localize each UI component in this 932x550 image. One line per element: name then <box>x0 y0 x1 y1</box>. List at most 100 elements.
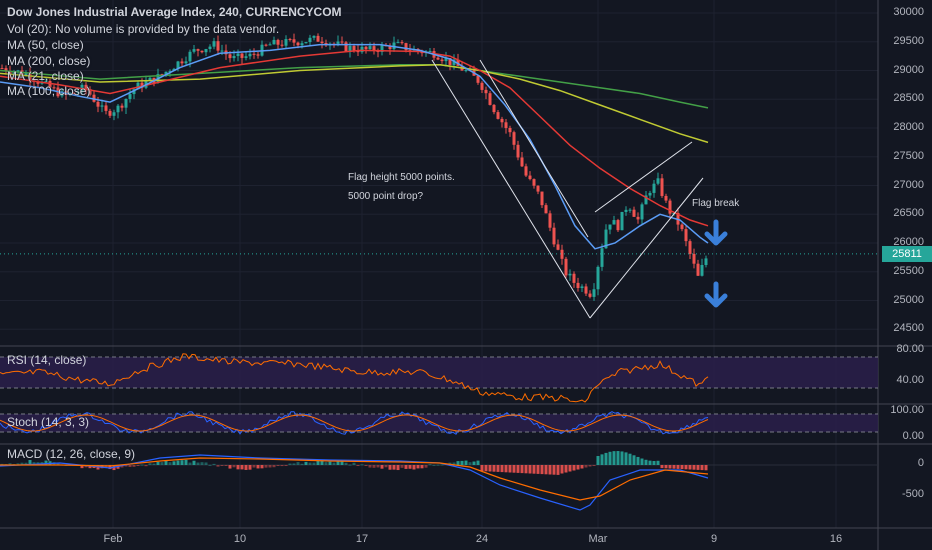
time-axis-label: 16 <box>829 533 843 545</box>
candle-body <box>596 266 600 290</box>
macd-histogram-bar <box>408 465 412 469</box>
candle-body <box>616 220 620 231</box>
macd-histogram-bar <box>580 465 584 469</box>
macd-histogram-bar <box>556 465 560 475</box>
candle-body <box>484 89 488 94</box>
ma50-legend[interactable]: MA (50, close) <box>7 38 84 52</box>
price-axis-label: 26500 <box>893 207 924 220</box>
macd-histogram-bar <box>536 465 540 474</box>
macd-histogram-bar <box>456 461 460 465</box>
flag-lower-trendline <box>589 177 704 319</box>
macd-histogram-bar <box>348 464 352 466</box>
macd-histogram-bar <box>276 465 280 466</box>
candle-body <box>72 92 76 94</box>
macd-histogram-bar <box>608 451 612 465</box>
macd-histogram-bar <box>472 461 476 465</box>
candle-body <box>52 87 56 89</box>
macd-histogram-bar <box>492 465 496 472</box>
macd-histogram-bar <box>696 465 700 470</box>
macd-histogram-bar <box>564 465 568 473</box>
candle-body <box>200 50 204 53</box>
candle-body <box>312 35 316 38</box>
candle-body <box>264 44 268 46</box>
macd-axis-label: 0 <box>917 457 924 469</box>
macd-histogram-bar <box>232 465 236 468</box>
macd-histogram-bar <box>404 465 408 469</box>
candle-body <box>108 110 112 116</box>
candle-body <box>100 105 104 107</box>
macd-signal-line <box>0 457 709 501</box>
candle-body <box>180 61 184 64</box>
macd-histogram-bar <box>376 465 380 468</box>
macd-histogram-bar <box>392 465 396 470</box>
candle-body <box>16 70 20 72</box>
macd-histogram-bar <box>176 460 180 465</box>
candle-body <box>464 70 468 72</box>
candle-body <box>368 46 372 50</box>
candle-body <box>648 192 652 196</box>
candle-body <box>88 89 92 95</box>
candle-body <box>544 205 548 214</box>
candle-body <box>288 39 292 41</box>
candle-body <box>612 220 616 225</box>
candle-body <box>292 39 296 43</box>
macd-histogram-bar <box>380 465 384 469</box>
rsi-axis-label: 80.00 <box>896 343 924 355</box>
candle-body <box>92 94 96 102</box>
candle-body <box>372 46 376 51</box>
ma100-legend[interactable]: MA (100, close) <box>7 84 91 98</box>
candle-body <box>104 105 108 111</box>
macd-histogram-bar <box>32 462 36 465</box>
candle-body <box>644 195 648 205</box>
ma21-legend[interactable]: MA (21, close) <box>7 69 84 83</box>
macd-histogram-bar <box>164 460 168 465</box>
macd-legend[interactable]: MACD (12, 26, close, 9) <box>7 447 136 461</box>
candle-body <box>404 43 408 51</box>
ma21-line <box>0 43 709 250</box>
candle-body <box>704 258 708 265</box>
macd-histogram-bar <box>180 460 184 465</box>
macd-histogram-bar <box>596 456 600 465</box>
macd-histogram-bar <box>196 462 200 465</box>
macd-histogram-bar <box>416 465 420 469</box>
macd-histogram-bar <box>188 462 192 465</box>
candle-body <box>28 73 32 81</box>
candle-body <box>524 166 528 176</box>
macd-histogram-bar <box>272 465 276 468</box>
macd-histogram-bar <box>648 460 652 465</box>
rsi-line <box>0 353 709 403</box>
candle-body <box>608 224 612 230</box>
candle-body <box>444 58 448 62</box>
candle-body <box>628 209 632 211</box>
macd-histogram-bar <box>204 462 208 465</box>
macd-histogram-bar <box>424 465 428 468</box>
macd-histogram-bar <box>172 461 176 465</box>
macd-histogram-bar <box>340 460 344 465</box>
macd-histogram-bar <box>484 465 488 472</box>
ma200-legend[interactable]: MA (200, close) <box>7 54 91 68</box>
candle-body <box>340 41 344 43</box>
rsi-legend[interactable]: RSI (14, close) <box>7 353 87 367</box>
macd-histogram-bar <box>640 458 644 465</box>
macd-histogram-bar <box>496 465 500 472</box>
candle-body <box>228 54 232 59</box>
macd-histogram-bar <box>680 465 684 470</box>
macd-histogram-bar <box>560 465 564 474</box>
candle-body <box>12 71 16 74</box>
candle-body <box>536 185 540 192</box>
candle-body <box>132 89 136 95</box>
macd-histogram-bar <box>388 465 392 470</box>
candle-body <box>8 71 12 74</box>
candle-body <box>44 80 48 82</box>
macd-histogram-bar <box>432 464 436 466</box>
macd-histogram-bar <box>224 465 228 466</box>
macd-histogram-bar <box>692 465 696 470</box>
macd-histogram-bar <box>544 465 548 475</box>
candle-body <box>584 286 588 294</box>
time-axis-label: 24 <box>475 533 489 545</box>
candle-body <box>528 175 532 180</box>
stoch-legend[interactable]: Stoch (14, 3, 3) <box>7 415 90 429</box>
price-axis-label: 29500 <box>893 34 924 47</box>
macd-histogram-bar <box>220 465 224 466</box>
